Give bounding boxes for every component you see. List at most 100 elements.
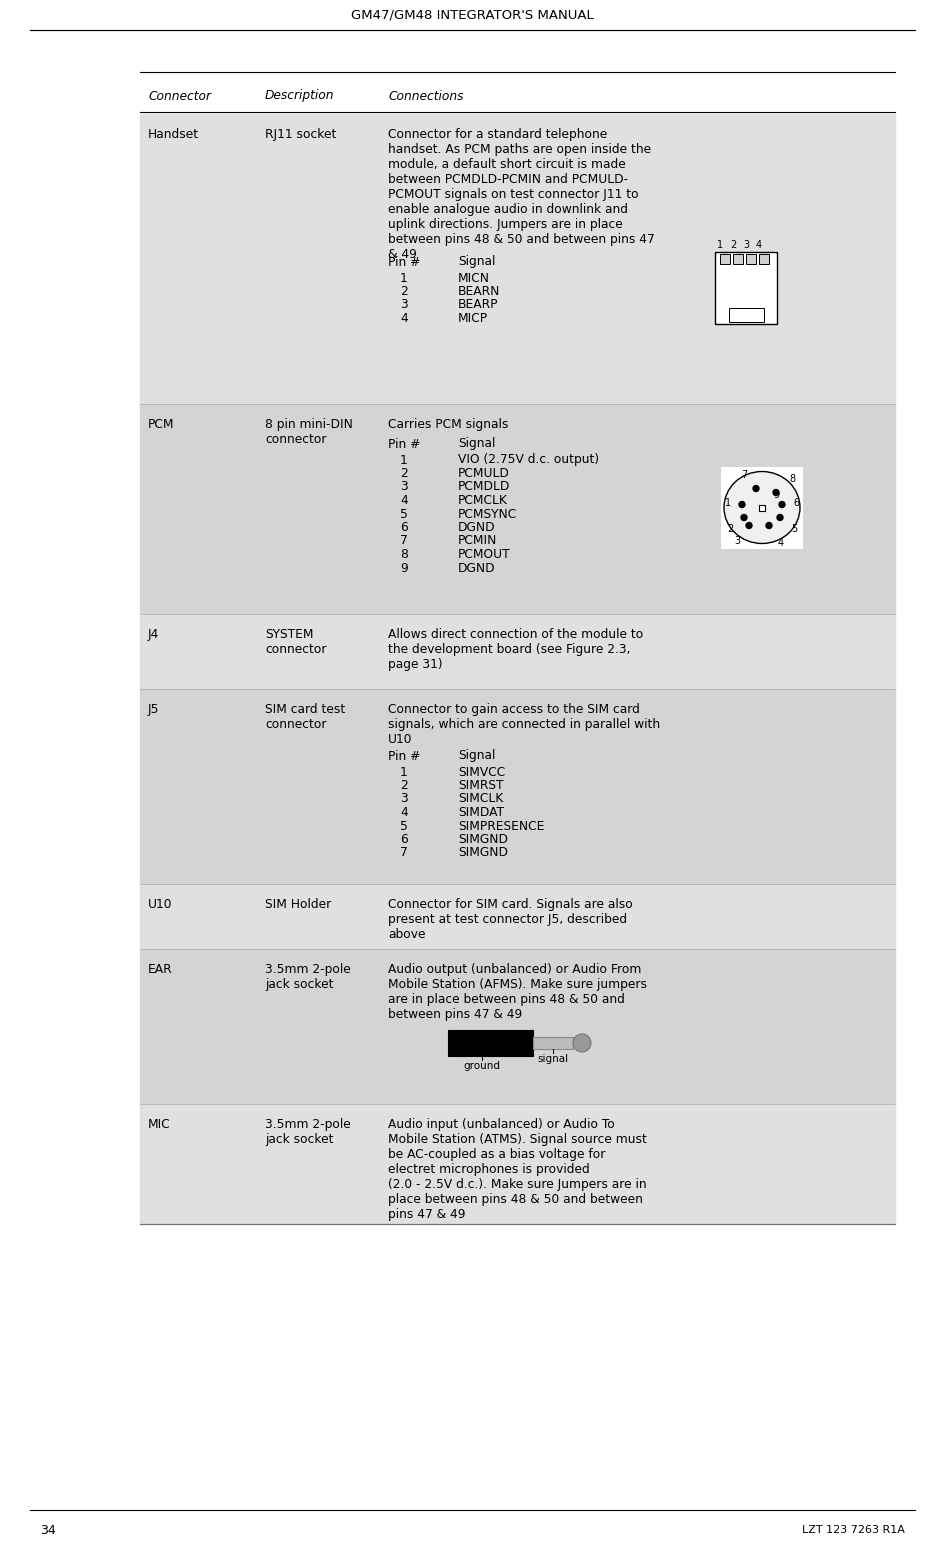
Text: PCMCLK: PCMCLK — [458, 494, 507, 508]
Text: SIM Holder: SIM Holder — [264, 898, 331, 911]
Text: 3.5mm 2-pole
jack socket: 3.5mm 2-pole jack socket — [264, 1118, 350, 1147]
Text: 7: 7 — [740, 470, 747, 480]
Text: 8: 8 — [399, 548, 408, 561]
Text: PCMOUT: PCMOUT — [458, 548, 510, 561]
Text: 9: 9 — [772, 490, 778, 500]
Text: 5: 5 — [399, 820, 408, 833]
Text: DGND: DGND — [458, 522, 495, 534]
Text: SIMGND: SIMGND — [458, 833, 508, 847]
Text: VIO (2.75V d.c. output): VIO (2.75V d.c. output) — [458, 453, 598, 467]
Text: MICP: MICP — [458, 312, 488, 325]
Bar — [447, 1029, 532, 1056]
Text: SIM card test
connector: SIM card test connector — [264, 703, 345, 731]
Bar — [715, 251, 776, 323]
Circle shape — [738, 501, 744, 508]
Bar — [720, 467, 802, 548]
Text: 1: 1 — [716, 239, 722, 250]
Text: RJ11 socket: RJ11 socket — [264, 128, 336, 141]
Text: 9: 9 — [399, 561, 407, 575]
Circle shape — [752, 486, 758, 492]
Text: 7: 7 — [399, 847, 407, 859]
Text: PCMULD: PCMULD — [458, 467, 510, 480]
Text: 4: 4 — [755, 239, 761, 250]
Text: 7: 7 — [399, 534, 407, 548]
Ellipse shape — [723, 472, 800, 544]
Circle shape — [772, 489, 778, 495]
Text: Signal: Signal — [458, 437, 495, 450]
Text: SIMRST: SIMRST — [458, 779, 503, 792]
Circle shape — [766, 523, 771, 528]
Bar — [745, 253, 755, 264]
Text: Description: Description — [264, 89, 334, 103]
Text: J5: J5 — [148, 703, 160, 715]
Circle shape — [572, 1034, 590, 1051]
Text: BEARP: BEARP — [458, 298, 498, 311]
Circle shape — [740, 514, 746, 520]
Text: SIMPRESENCE: SIMPRESENCE — [458, 820, 544, 833]
Text: Pin #: Pin # — [388, 437, 420, 450]
Text: 4: 4 — [777, 539, 784, 548]
Text: 2: 2 — [399, 779, 407, 792]
Text: 2: 2 — [729, 239, 735, 250]
Text: Connector: Connector — [148, 89, 211, 103]
Circle shape — [776, 514, 783, 520]
Text: SIMVCC: SIMVCC — [458, 765, 505, 778]
Text: Connector to gain access to the SIM card
signals, which are connected in paralle: Connector to gain access to the SIM card… — [388, 703, 660, 747]
Text: 1: 1 — [399, 272, 407, 284]
Text: PCMSYNC: PCMSYNC — [458, 508, 516, 520]
Text: PCMDLD: PCMDLD — [458, 481, 510, 494]
Text: 2: 2 — [726, 525, 733, 534]
Text: 6: 6 — [792, 498, 799, 508]
Text: 5: 5 — [399, 508, 408, 520]
Text: 1: 1 — [399, 453, 407, 467]
Text: 3: 3 — [733, 536, 739, 547]
Bar — [758, 505, 765, 511]
Text: 1: 1 — [399, 765, 407, 778]
Text: Allows direct connection of the module to
the development board (see Figure 2.3,: Allows direct connection of the module t… — [388, 628, 643, 672]
Text: DGND: DGND — [458, 561, 495, 575]
Text: SIMCLK: SIMCLK — [458, 792, 503, 806]
Text: SYSTEM
connector: SYSTEM connector — [264, 628, 327, 656]
Text: 6: 6 — [399, 522, 407, 534]
Text: Connector for SIM card. Signals are also
present at test connector J5, described: Connector for SIM card. Signals are also… — [388, 898, 632, 940]
Text: 4: 4 — [399, 312, 407, 325]
Text: Connections: Connections — [388, 89, 463, 103]
Text: MICN: MICN — [458, 272, 490, 284]
Text: 2: 2 — [399, 284, 407, 298]
Text: BEARN: BEARN — [458, 284, 499, 298]
Bar — [532, 1037, 572, 1050]
Text: Audio output (unbalanced) or Audio From
Mobile Station (AFMS). Make sure jumpers: Audio output (unbalanced) or Audio From … — [388, 964, 647, 1022]
Text: Handset: Handset — [148, 128, 199, 141]
Text: Signal: Signal — [458, 750, 495, 762]
Text: Pin #: Pin # — [388, 750, 420, 762]
Circle shape — [778, 501, 784, 508]
Text: Carries PCM signals: Carries PCM signals — [388, 419, 508, 431]
Text: signal: signal — [537, 1054, 568, 1064]
Text: 4: 4 — [399, 494, 407, 508]
Text: 3: 3 — [399, 481, 407, 494]
Bar — [758, 253, 768, 264]
Text: MIC: MIC — [148, 1118, 171, 1131]
Text: 4: 4 — [399, 806, 407, 818]
Text: 1: 1 — [724, 498, 731, 508]
Text: 5: 5 — [790, 525, 797, 534]
Text: 3: 3 — [399, 298, 407, 311]
Text: Signal: Signal — [458, 256, 495, 269]
Circle shape — [745, 523, 751, 528]
Text: SIMDAT: SIMDAT — [458, 806, 503, 818]
Text: Audio input (unbalanced) or Audio To
Mobile Station (ATMS). Signal source must
b: Audio input (unbalanced) or Audio To Mob… — [388, 1118, 647, 1221]
Text: 2: 2 — [399, 467, 407, 480]
Text: 8 pin mini-DIN
connector: 8 pin mini-DIN connector — [264, 419, 352, 447]
Text: 6: 6 — [399, 833, 407, 847]
Text: ground: ground — [463, 1061, 500, 1072]
Text: SIMGND: SIMGND — [458, 847, 508, 859]
Text: Connector for a standard telephone
handset. As PCM paths are open inside the
mod: Connector for a standard telephone hands… — [388, 128, 654, 261]
Bar — [719, 253, 729, 264]
Text: Pin #: Pin # — [388, 256, 420, 269]
Text: 3: 3 — [399, 792, 407, 806]
Text: U10: U10 — [148, 898, 173, 911]
Text: 3.5mm 2-pole
jack socket: 3.5mm 2-pole jack socket — [264, 964, 350, 990]
Text: J4: J4 — [148, 628, 160, 640]
Text: PCMIN: PCMIN — [458, 534, 497, 548]
Text: 8: 8 — [788, 473, 794, 484]
